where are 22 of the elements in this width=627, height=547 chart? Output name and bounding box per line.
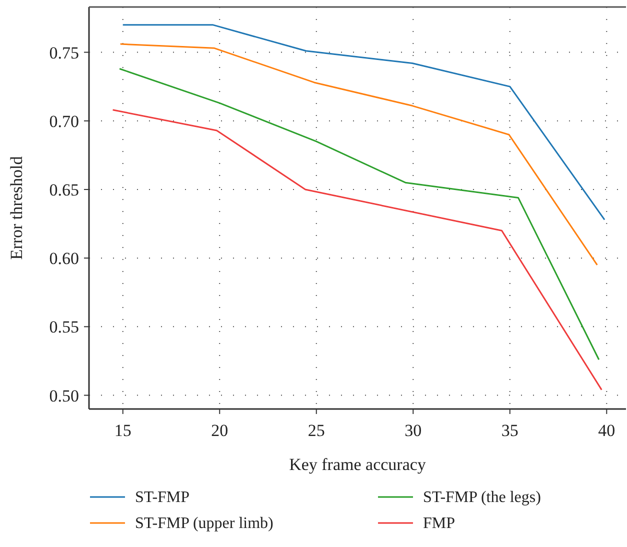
line-series [112, 109, 602, 391]
x-tick-label: 30 [404, 421, 422, 440]
legend-label: ST-FMP (upper limb) [135, 515, 274, 532]
x-tick-label: 25 [308, 421, 325, 440]
line-series [118, 68, 600, 360]
y-tick-label: 0.60 [49, 249, 79, 268]
x-tick-label: 40 [598, 421, 616, 440]
legend-label: FMP [423, 515, 456, 532]
legend-label: ST-FMP (the legs) [423, 489, 541, 506]
y-axis-title: Error threshold [7, 156, 26, 260]
y-tick-label: 0.75 [49, 43, 79, 62]
y-tick-label: 0.70 [49, 112, 79, 131]
line-series [122, 24, 606, 220]
x-tick-label: 35 [501, 421, 518, 440]
y-tick-label: 0.55 [49, 318, 79, 337]
y-tick-label: 0.65 [49, 180, 79, 200]
legend-label: ST-FMP [135, 489, 190, 506]
x-tick-label: 20 [211, 421, 228, 440]
line-series [120, 43, 598, 266]
y-tick-label: 0.50 [49, 386, 79, 406]
x-axis-title: Key frame accuracy [289, 455, 426, 474]
x-tick-label: 15 [114, 421, 132, 440]
